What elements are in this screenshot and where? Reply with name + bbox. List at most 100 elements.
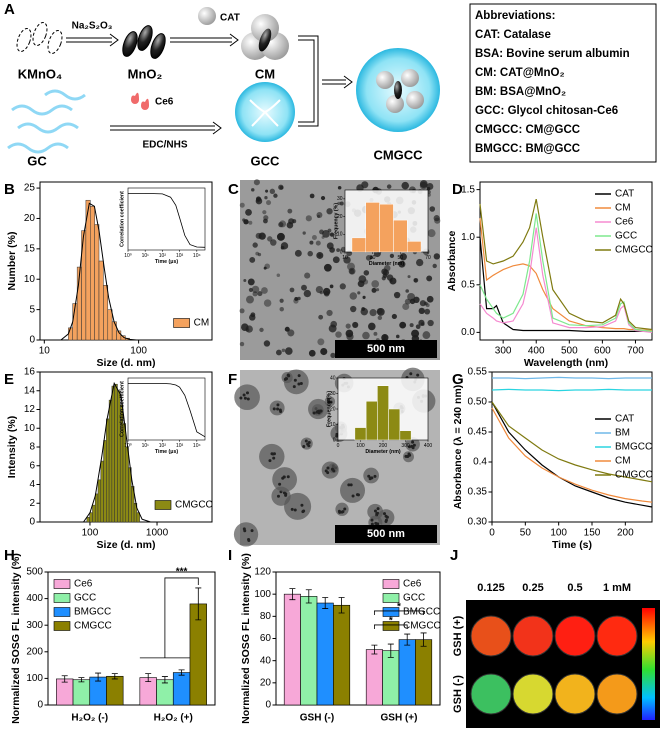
- particle: [381, 269, 387, 275]
- y-tick-label: 10: [24, 274, 36, 285]
- particle-core: [352, 494, 355, 497]
- particle: [411, 330, 419, 338]
- well: [471, 674, 511, 714]
- panel-letter: C: [228, 181, 239, 198]
- y-tick-label: 5: [29, 304, 35, 315]
- abbreviation: CM: CAT@MnO₂: [475, 67, 565, 79]
- y-tick-label: 0.50: [468, 397, 488, 408]
- histogram-bar: [87, 517, 90, 522]
- bar: [415, 640, 431, 705]
- x-tick-label: H₂O₂ (+): [154, 713, 193, 724]
- legend-label: BMGCC: [403, 607, 440, 618]
- particle: [270, 239, 276, 245]
- particle: [246, 296, 254, 304]
- particle-core: [411, 441, 414, 444]
- panel-letter: I: [228, 547, 232, 564]
- sphere: [386, 95, 404, 113]
- particle: [309, 350, 316, 357]
- particle: [405, 289, 409, 293]
- particle-core: [276, 407, 279, 410]
- particle: [281, 242, 288, 249]
- particle-core: [287, 475, 290, 478]
- y-axis-label: Frequency (%): [326, 391, 332, 427]
- particle: [394, 292, 400, 298]
- y-tick-label: 0.45: [468, 427, 488, 438]
- bar: [399, 640, 415, 705]
- particle: [250, 312, 255, 317]
- scheme-label: Na₂S₂O₃: [72, 21, 113, 32]
- x-axis-label: Wavelength (nm): [524, 357, 608, 369]
- y-tick-label: 0: [37, 700, 43, 711]
- bar: [284, 594, 300, 705]
- histogram-bar: [99, 261, 103, 340]
- y-axis-label: Absorbance (λ = 240 nm): [452, 385, 464, 510]
- legend-label: CAT: [615, 414, 634, 425]
- particle: [246, 325, 253, 332]
- particle-core: [277, 495, 280, 498]
- particle: [284, 493, 311, 520]
- particle-core: [301, 510, 304, 513]
- abbreviation: CMGCC: CM@GCC: [475, 124, 580, 136]
- particle-core: [412, 446, 415, 449]
- x-tick-label: GSH (+): [381, 713, 418, 724]
- y-tick-label: 120: [254, 567, 271, 578]
- particle: [323, 288, 330, 295]
- y-tick-label: 30: [337, 196, 343, 202]
- legend-swatch: [54, 580, 70, 589]
- y-axis-label: Normalized SOSG FL intensity (%): [10, 553, 22, 724]
- particle: [326, 310, 332, 316]
- histogram-bar: [355, 428, 366, 440]
- particle-core: [306, 443, 309, 446]
- particle-core: [276, 403, 279, 406]
- y-tick-label: 25: [24, 183, 36, 194]
- x-tick-label: 0: [489, 528, 495, 539]
- x-tick-label: 400: [528, 346, 545, 357]
- x-tick-label: H₂O₂ (-): [71, 713, 108, 724]
- particle: [309, 241, 313, 245]
- y-tick-label: 60: [260, 633, 272, 644]
- particle: [335, 503, 348, 516]
- particle: [277, 274, 281, 278]
- particle: [240, 342, 244, 346]
- particle: [265, 190, 268, 193]
- catalase-icon: [198, 7, 216, 25]
- particle: [346, 330, 354, 338]
- scheme-label: KMnO₄: [18, 66, 62, 81]
- histogram-bar: [407, 241, 421, 252]
- particle: [307, 251, 312, 256]
- particle: [243, 279, 246, 282]
- y-tick-label: 14: [24, 385, 36, 396]
- y-tick-label: 100: [254, 589, 271, 600]
- histogram-bar: [101, 461, 104, 522]
- particle-core: [385, 515, 388, 518]
- particle: [373, 332, 377, 336]
- particle-core: [302, 445, 305, 448]
- panel-letter: J: [450, 547, 458, 564]
- x-tick-label: GSH (-): [300, 713, 334, 724]
- particle: [321, 196, 325, 200]
- x-tick-label: 10¹: [142, 443, 150, 449]
- histogram-bar: [126, 447, 129, 522]
- scheme-label: Ce6: [155, 97, 174, 108]
- particle: [310, 194, 315, 199]
- y-axis-label: Frequency (%): [333, 203, 339, 239]
- particle: [316, 241, 321, 246]
- particle: [427, 296, 434, 303]
- particle: [327, 242, 334, 249]
- y-tick-label: 0: [265, 700, 271, 711]
- particle-core: [367, 475, 370, 478]
- particle: [280, 307, 284, 311]
- particle: [340, 283, 346, 289]
- particle: [387, 184, 391, 188]
- particle: [280, 299, 284, 303]
- particle: [370, 309, 377, 316]
- inset-background: [128, 188, 205, 250]
- particle: [340, 478, 365, 503]
- x-tick-label: 300: [495, 346, 512, 357]
- y-tick-label: 16: [24, 367, 36, 378]
- legend-swatch: [54, 608, 70, 617]
- legend-label: CAT: [615, 189, 634, 200]
- particle: [371, 280, 379, 288]
- bar: [56, 679, 73, 705]
- x-tick-label: 150: [584, 528, 601, 539]
